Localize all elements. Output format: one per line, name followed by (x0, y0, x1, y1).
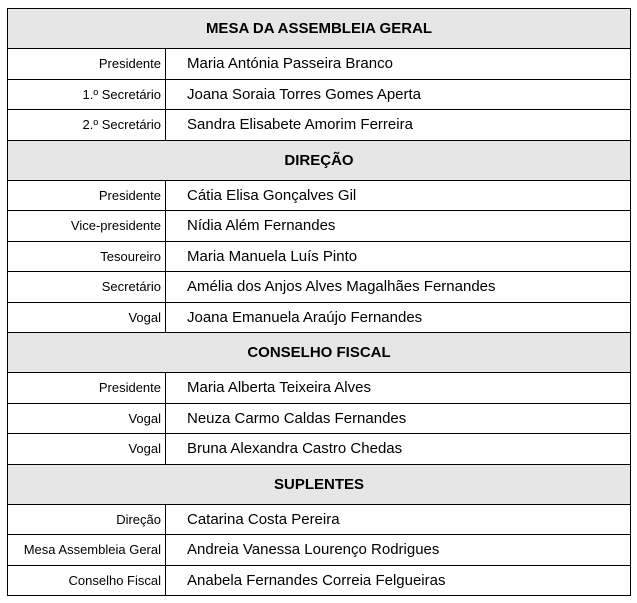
role-cell: Presidente (7, 179, 166, 211)
role-cell: 1.º Secretário (7, 78, 166, 110)
name-cell: Sandra Elisabete Amorim Ferreira (165, 109, 631, 141)
role-cell: Vogal (7, 433, 166, 465)
name-cell: Maria Alberta Teixeira Alves (165, 372, 631, 404)
name-cell: Joana Soraia Torres Gomes Aperta (165, 78, 631, 110)
table-row: Conselho Fiscal Anabela Fernandes Correia… (7, 564, 631, 596)
name-cell: Bruna Alexandra Castro Chedas (165, 433, 631, 465)
role-cell: Direção (7, 503, 166, 535)
table-row: Presidente Cátia Elisa Gonçalves Gil (7, 179, 631, 211)
table-row: Presidente Maria Alberta Teixeira Alves (7, 372, 631, 404)
role-cell: Presidente (7, 372, 166, 404)
table-row: Direção Catarina Costa Pereira (7, 503, 631, 535)
name-cell: Cátia Elisa Gonçalves Gil (165, 179, 631, 211)
section-title: SUPLENTES (7, 463, 631, 505)
name-cell: Anabela Fernandes Correia Felgueiras (165, 564, 631, 596)
role-cell: 2.º Secretário (7, 109, 166, 141)
role-cell: Mesa Assembleia Geral (7, 534, 166, 566)
table-row: Vogal Joana Emanuela Araújo Fernandes (7, 301, 631, 333)
table-row: 2.º Secretário Sandra Elisabete Amorim Fe… (7, 109, 631, 141)
table-row: Secretário Amélia dos Anjos Alves Magalhã… (7, 271, 631, 303)
name-cell: Amélia dos Anjos Alves Magalhães Fernand… (165, 271, 631, 303)
role-cell: Vogal (7, 402, 166, 434)
section-title: DIREÇÃO (7, 139, 631, 181)
table-row: Mesa Assembleia Geral Andreia Vanessa Lou… (7, 534, 631, 566)
name-cell: Catarina Costa Pereira (165, 503, 631, 535)
role-cell: Tesoureiro (7, 240, 166, 272)
role-cell: Secretário (7, 271, 166, 303)
name-cell: Maria Antónia Passeira Branco (165, 48, 631, 80)
table-row: Presidente Maria Antónia Passeira Branco (7, 48, 631, 80)
board-members-table: MESA DA ASSEMBLEIA GERAL Presidente Maria … (7, 8, 631, 596)
table-row: 1.º Secretário Joana Soraia Torres Gomes … (7, 78, 631, 110)
role-cell: Presidente (7, 48, 166, 80)
table-row: Vice-presidente Nídia Além Fernandes (7, 210, 631, 242)
name-cell: Neuza Carmo Caldas Fernandes (165, 402, 631, 434)
name-cell: Maria Manuela Luís Pinto (165, 240, 631, 272)
role-cell: Conselho Fiscal (7, 564, 166, 596)
role-cell: Vice-presidente (7, 210, 166, 242)
name-cell: Joana Emanuela Araújo Fernandes (165, 301, 631, 333)
section-title: MESA DA ASSEMBLEIA GERAL (7, 8, 631, 49)
section-header: CONSELHO FISCAL (7, 332, 631, 373)
name-cell: Andreia Vanessa Lourenço Rodrigues (165, 534, 631, 566)
table-row: Tesoureiro Maria Manuela Luís Pinto (7, 240, 631, 272)
section-title: CONSELHO FISCAL (7, 332, 631, 373)
section-header: SUPLENTES (7, 463, 631, 505)
name-cell: Nídia Além Fernandes (165, 210, 631, 242)
table-row: Vogal Bruna Alexandra Castro Chedas (7, 433, 631, 465)
section-header: MESA DA ASSEMBLEIA GERAL (7, 8, 631, 49)
table-row: Vogal Neuza Carmo Caldas Fernandes (7, 402, 631, 434)
role-cell: Vogal (7, 301, 166, 333)
section-header: DIREÇÃO (7, 139, 631, 181)
